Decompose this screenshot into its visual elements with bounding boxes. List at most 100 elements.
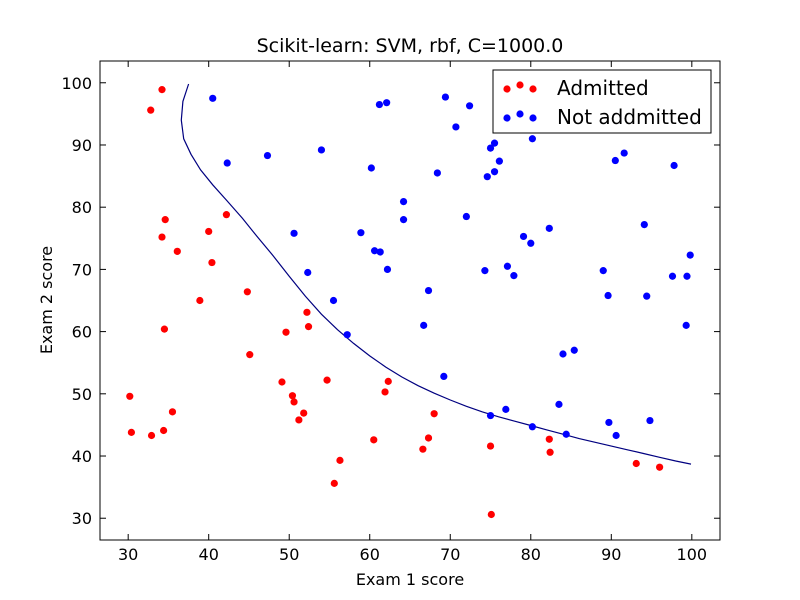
not-admitted-point: [223, 159, 231, 167]
admitted-point: [303, 308, 311, 316]
not-admitted-point: [304, 268, 312, 277]
admitted-point: [487, 510, 495, 519]
y-tick-label: 90: [72, 136, 92, 155]
not-admitted-point: [433, 169, 441, 177]
admitted-point: [222, 211, 231, 219]
not-admitted-point: [486, 144, 495, 152]
x-tick-label: 70: [440, 545, 460, 564]
not-admitted-point: [343, 331, 351, 339]
not-admitted-point: [495, 157, 503, 165]
admitted-point: [160, 325, 169, 333]
not-admitted-point: [490, 168, 499, 176]
admitted-point: [160, 426, 168, 435]
y-tick-label: 50: [72, 385, 92, 404]
admitted-point: [282, 328, 290, 336]
y-axis-label: Exam 2 score: [37, 246, 56, 354]
x-tick-label: 100: [677, 545, 708, 564]
y-tick-label: 30: [72, 509, 92, 528]
not-admitted-point: [683, 272, 691, 280]
not-admitted-point: [545, 224, 553, 232]
admitted-point: [486, 442, 495, 450]
not-admitted-point: [462, 212, 470, 221]
not-admitted-point: [519, 232, 528, 241]
x-axis-label: Exam 1 score: [356, 570, 464, 589]
not-admitted-point: [605, 418, 613, 427]
x-tick-label: 30: [118, 545, 138, 564]
admitted-point: [288, 392, 297, 400]
x-tick-label: 50: [279, 545, 299, 564]
not-admitted-point: [370, 247, 379, 255]
not-admitted-point: [503, 262, 512, 270]
chart-title: Scikit-learn: SVM, rbf, C=1000.0: [257, 35, 564, 57]
not-admitted-point: [640, 221, 648, 229]
legend-box: [492, 69, 712, 134]
admitted-point: [545, 435, 553, 443]
admitted-point: [161, 216, 169, 224]
legend: Admitted Not addmitted: [492, 69, 712, 134]
y-tick-label: 80: [72, 198, 92, 217]
not-admitted-point: [668, 272, 677, 280]
not-admitted-point: [599, 267, 607, 275]
not-admitted-point: [441, 93, 450, 101]
not-admitted-point: [559, 350, 567, 358]
not-admitted-point: [383, 265, 392, 273]
not-admitted-point: [399, 216, 408, 224]
not-admitted-point: [604, 291, 612, 300]
not-admitted-point: [440, 372, 448, 380]
not-admitted-point: [367, 164, 375, 172]
not-admitted-point: [490, 139, 499, 147]
not-admitted-point: [611, 156, 619, 165]
admitted-point: [430, 410, 438, 418]
not-admitted-point: [399, 197, 408, 206]
y-tick-label: 40: [72, 447, 92, 466]
plot-area: 30 40 50 60 70 80 90 100 30 40 50 60 70 80 90 100: [61, 60, 721, 564]
admitted-point: [208, 258, 216, 267]
legend-not-admitted-label: Not addmitted: [557, 105, 702, 129]
decision-boundary-line: [180, 83, 692, 465]
not-admitted-point: [643, 292, 651, 300]
y-tick-label: 60: [72, 323, 92, 342]
not-admitted-point: [420, 321, 428, 329]
not-admitted-point: [329, 296, 338, 305]
legend-admitted-marker: [516, 81, 524, 89]
admitted-point: [304, 323, 313, 331]
admitted-point: [246, 351, 254, 359]
admitted-point: [656, 463, 664, 471]
not-admitted-point: [528, 423, 536, 431]
not-admitted-point: [465, 102, 474, 110]
not-admitted-point: [357, 229, 365, 237]
legend-admitted-label: Admitted: [557, 76, 649, 100]
admitted-point: [127, 428, 136, 436]
not-admitted-point: [290, 229, 298, 237]
not-admitted-point: [209, 94, 217, 102]
not-admitted-point: [527, 239, 535, 247]
admitted-point: [278, 378, 286, 386]
not-admitted-point: [502, 405, 510, 413]
admitted-point: [243, 288, 251, 296]
not-admitted-point: [481, 267, 489, 275]
admitted-point: [300, 409, 308, 417]
admitted-point: [546, 448, 554, 456]
not-admitted-point: [686, 251, 694, 259]
admitted-point: [290, 398, 298, 406]
not-admitted-point: [424, 286, 433, 295]
not-admitted-point: [528, 135, 536, 143]
admitted-point: [295, 416, 303, 424]
admitted-point: [381, 388, 389, 396]
not-admitted-point: [452, 123, 460, 131]
not-admitted-point: [562, 430, 570, 438]
admitted-point: [196, 296, 204, 305]
admitted-point: [323, 376, 331, 384]
y-tick-label: 100: [61, 74, 92, 93]
not-admitted-point: [555, 400, 563, 408]
admitted-point: [424, 434, 433, 442]
not-admitted-point: [263, 151, 272, 160]
admitted-point: [158, 233, 166, 241]
legend-not-admitted-marker: [516, 110, 524, 118]
x-tick-label: 40: [199, 545, 219, 564]
not-admitted-point: [570, 346, 578, 354]
y-tick-label: 70: [72, 260, 92, 279]
not-admitted-point: [646, 416, 654, 425]
admitted-point: [147, 431, 156, 440]
